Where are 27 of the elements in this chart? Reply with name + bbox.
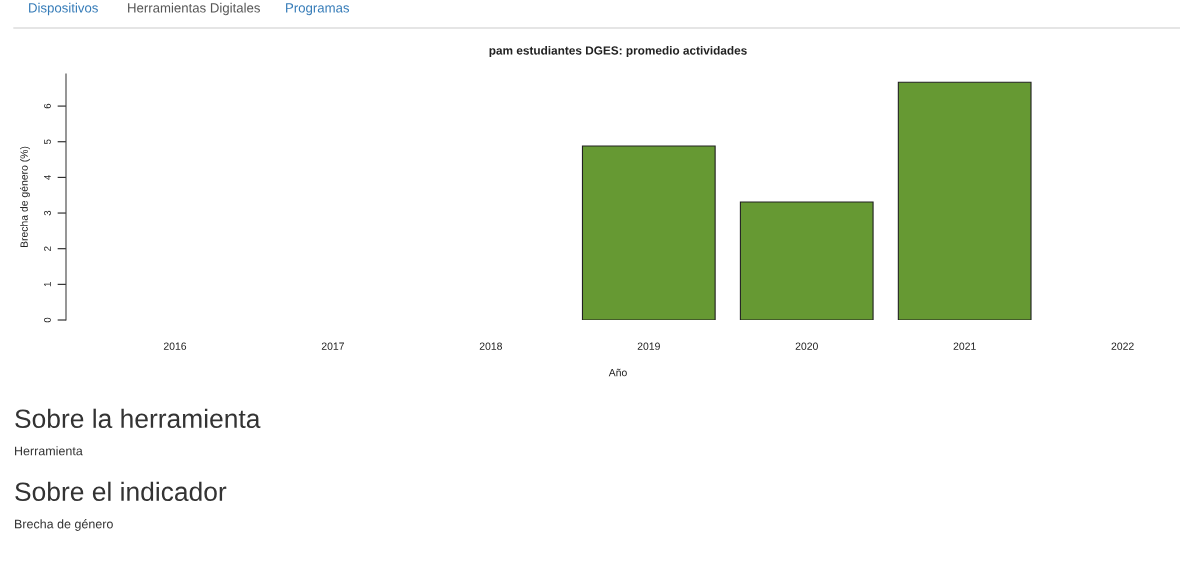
bar bbox=[581, 145, 716, 320]
x-tick-label: 2018 bbox=[479, 342, 502, 350]
chart-title: pam estudiantes DGES: promedio actividades bbox=[489, 46, 747, 58]
y-tick-label: 1 bbox=[44, 282, 51, 287]
bar bbox=[739, 201, 874, 320]
y-axis-title: Brecha de género (%) bbox=[20, 146, 30, 248]
x-tick-label: 2021 bbox=[953, 342, 976, 350]
text: Brecha de género bbox=[15, 519, 113, 531]
text: Sobre el indicador bbox=[15, 481, 227, 502]
y-tick-label: 4 bbox=[44, 174, 51, 180]
text: Herramienta bbox=[15, 446, 83, 456]
x-tick-label: 2017 bbox=[321, 342, 344, 350]
x-tick-label: 2020 bbox=[795, 342, 818, 350]
text: Herramientas Digitales bbox=[128, 2, 260, 16]
text: Sobre la herramienta bbox=[15, 408, 261, 429]
x-tick-label: 2019 bbox=[637, 342, 660, 350]
y-tick-label: 5 bbox=[44, 139, 51, 145]
y-tick-label: 2 bbox=[44, 246, 51, 251]
y-tick-label: 0 bbox=[44, 317, 51, 323]
y-tick-label: 6 bbox=[44, 103, 51, 109]
text: Programas bbox=[286, 3, 350, 16]
x-tick-label: 2016 bbox=[163, 342, 187, 350]
x-axis-title: Año bbox=[608, 368, 627, 377]
x-tick-label: 2022 bbox=[1111, 342, 1134, 350]
bar bbox=[897, 81, 1032, 320]
text: Dispositivos bbox=[29, 2, 98, 16]
y-tick-label: 3 bbox=[44, 210, 51, 216]
